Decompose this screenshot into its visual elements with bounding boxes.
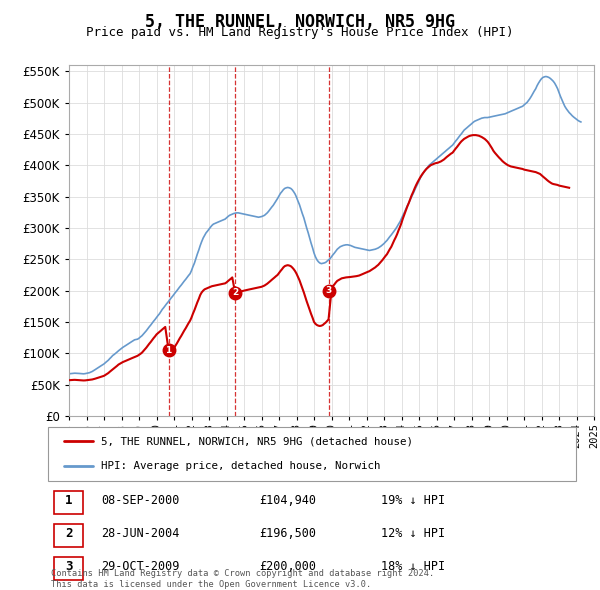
Text: 12% ↓ HPI: 12% ↓ HPI — [380, 527, 445, 540]
FancyBboxPatch shape — [55, 491, 83, 514]
Text: £200,000: £200,000 — [259, 560, 316, 573]
Text: 1: 1 — [166, 346, 172, 355]
Text: 1: 1 — [65, 494, 73, 507]
Text: 08-SEP-2000: 08-SEP-2000 — [101, 494, 179, 507]
Text: 3: 3 — [325, 286, 332, 295]
Text: Price paid vs. HM Land Registry's House Price Index (HPI): Price paid vs. HM Land Registry's House … — [86, 26, 514, 39]
FancyBboxPatch shape — [55, 557, 83, 580]
Text: 5, THE RUNNEL, NORWICH, NR5 9HG: 5, THE RUNNEL, NORWICH, NR5 9HG — [145, 13, 455, 31]
FancyBboxPatch shape — [55, 524, 83, 547]
Text: 28-JUN-2004: 28-JUN-2004 — [101, 527, 179, 540]
Text: 2: 2 — [232, 289, 238, 297]
Text: £104,940: £104,940 — [259, 494, 316, 507]
Text: 29-OCT-2009: 29-OCT-2009 — [101, 560, 179, 573]
Text: Contains HM Land Registry data © Crown copyright and database right 2024.
This d: Contains HM Land Registry data © Crown c… — [51, 569, 434, 589]
FancyBboxPatch shape — [48, 427, 576, 481]
Text: HPI: Average price, detached house, Norwich: HPI: Average price, detached house, Norw… — [101, 461, 380, 471]
Text: 2: 2 — [65, 527, 73, 540]
Text: 3: 3 — [65, 560, 73, 573]
Text: 5, THE RUNNEL, NORWICH, NR5 9HG (detached house): 5, THE RUNNEL, NORWICH, NR5 9HG (detache… — [101, 436, 413, 446]
Text: £196,500: £196,500 — [259, 527, 316, 540]
Text: 19% ↓ HPI: 19% ↓ HPI — [380, 494, 445, 507]
Text: 18% ↓ HPI: 18% ↓ HPI — [380, 560, 445, 573]
